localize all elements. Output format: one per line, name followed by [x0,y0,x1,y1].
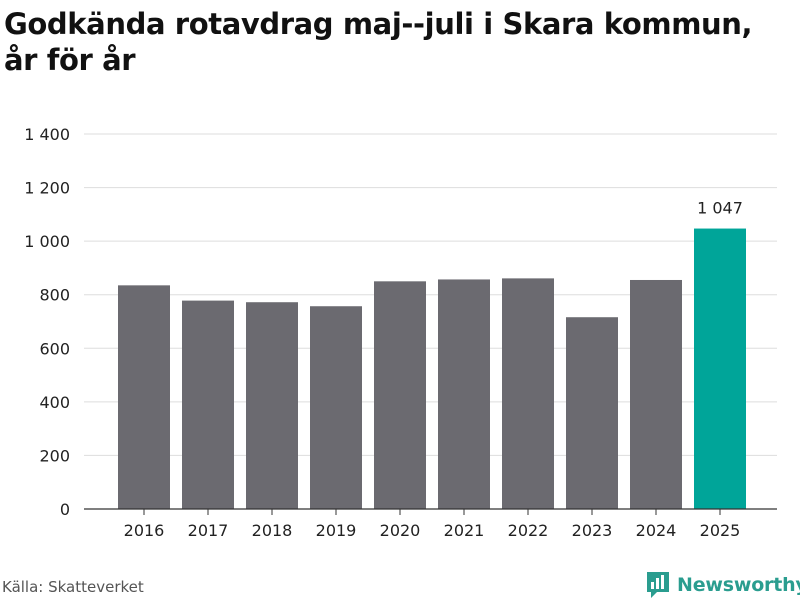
bar-2025 [694,228,746,509]
bar-2024 [630,279,682,509]
chart-title: Godkända rotavdrag maj--juli i Skara kom… [4,6,796,78]
x-tick-label: 2016 [124,521,165,540]
bar-2018 [246,302,298,509]
x-tick-label: 2023 [572,521,613,540]
x-tick-label: 2017 [188,521,229,540]
y-tick-label: 600 [39,339,70,358]
data-label: 1 047 [697,199,743,218]
y-tick-label: 200 [39,446,70,465]
x-tick-label: 2020 [380,521,421,540]
y-tick-label: 1 400 [24,125,70,144]
bar-2023 [566,317,618,509]
x-tick-label: 2025 [700,521,741,540]
y-tick-label: 1 000 [24,232,70,251]
y-tick-label: 400 [39,393,70,412]
x-tick-label: 2024 [636,521,677,540]
chart-title-line-1: Godkända rotavdrag maj--juli i Skara kom… [4,7,753,41]
bars [118,228,746,509]
brand-logo: Newsworthy [645,570,800,600]
bar-2016 [118,285,170,509]
x-tick-label: 2021 [444,521,485,540]
x-tick-label: 2022 [508,521,549,540]
labels: 0 200 400 600 800 1 000 1 200 1 400 2016 2017 2018… [24,125,777,540]
bar-2022 [502,278,554,509]
x-tick-label: 2018 [252,521,293,540]
bar-2020 [374,281,426,509]
chart-title-line-2: år för år [4,43,136,77]
source-note: Källa: Skatteverket [2,578,144,596]
brand-name: Newsworthy [677,574,800,596]
x-tick-label: 2019 [316,521,357,540]
bar-2019 [310,306,362,509]
newsworthy-logo-icon [647,572,669,598]
bar-2017 [182,300,234,509]
y-tick-label: 0 [60,500,70,519]
y-tick-label: 1 200 [24,179,70,198]
bar-2021 [438,279,490,509]
y-tick-label: 800 [39,286,70,305]
